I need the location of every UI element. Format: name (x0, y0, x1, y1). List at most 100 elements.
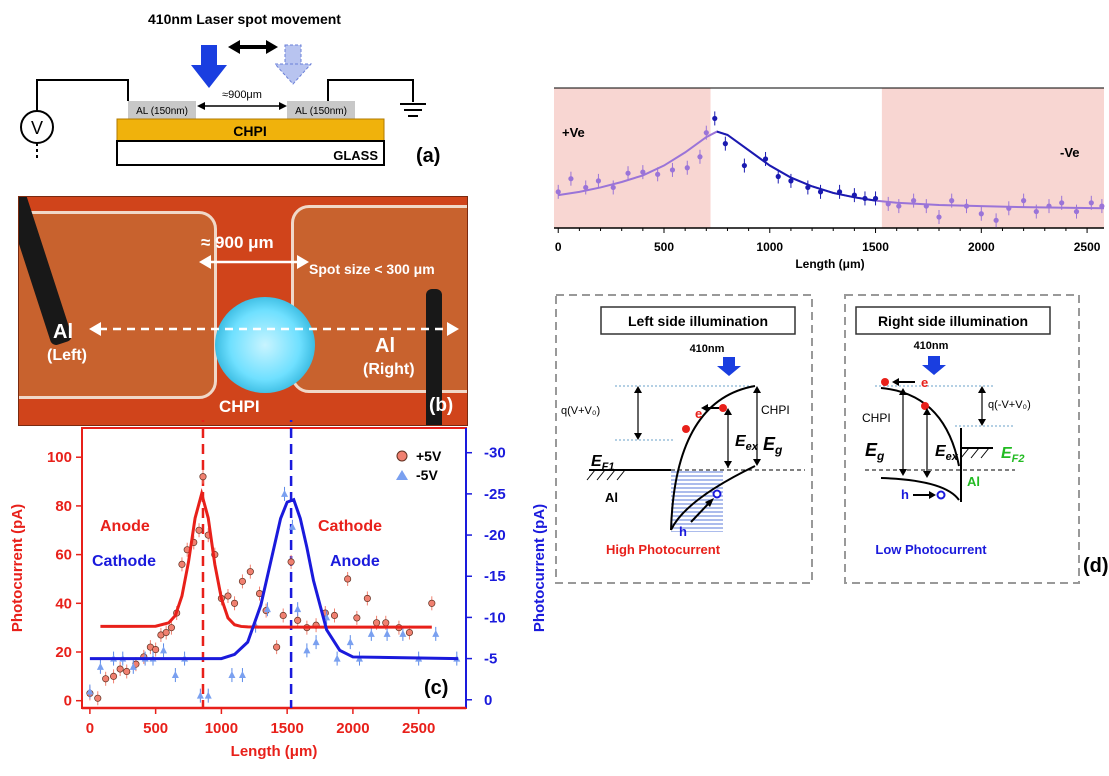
left-al-hatch (586, 469, 671, 481)
panel-b-micrograph: ≈ 900 μm Spot size < 300 μm Al (Left) Al… (18, 196, 468, 426)
data-point (583, 184, 589, 191)
data-point-plus5v (405, 628, 414, 637)
data-point (788, 178, 794, 184)
data-point (625, 170, 631, 176)
left-laser-arrow-icon (717, 357, 741, 376)
al-left-label: Al (53, 321, 73, 343)
data-point (640, 169, 646, 175)
right-hole-icon (936, 490, 946, 500)
right-illumination-box (844, 294, 1080, 584)
x-tick-label: 1000 (205, 720, 238, 737)
data-point-minus5v (238, 671, 246, 679)
data-point (775, 173, 781, 180)
data-point (655, 171, 661, 177)
y-tick-label: 40 (55, 595, 72, 612)
data-point-plus5v (178, 560, 186, 568)
chpi-film-label: CHPI (233, 123, 266, 139)
data-point (885, 201, 891, 207)
data-point (1099, 203, 1105, 209)
electrode-right-label: AL (150nm) (295, 106, 347, 117)
y-right-tick-label: -5 (484, 651, 497, 668)
data-point-minus5v (263, 605, 271, 613)
chpi-label: CHPI (219, 397, 260, 416)
y-tick-label: 80 (55, 498, 72, 515)
data-point (836, 189, 843, 195)
y-right-tick-label: -20 (484, 527, 506, 544)
data-point-plus5v (353, 614, 361, 622)
data-point (669, 167, 676, 173)
data-point-plus5v (382, 619, 390, 627)
data-point (993, 217, 999, 223)
data-point (1033, 208, 1039, 215)
right-valence-band (880, 477, 960, 501)
right-eg-arrow-icon (899, 388, 907, 476)
data-point-minus5v (96, 662, 104, 670)
y-right-tick-label: -30 (484, 445, 506, 462)
glass-label: GLASS (333, 148, 378, 163)
y-tick-label: 60 (55, 547, 72, 564)
spot-size-label: Spot size < 300 μm (309, 261, 435, 277)
data-point (741, 162, 747, 169)
data-point (805, 184, 811, 191)
right-box-title: Right side illumination (878, 313, 1028, 329)
left-eex-label: Eex (735, 433, 759, 453)
left-material-label: CHPI (761, 403, 790, 417)
data-point (595, 178, 602, 184)
fit-curve-plus5v (100, 487, 432, 629)
movement-arrow-icon (228, 40, 278, 54)
right-conduction-band (880, 387, 960, 467)
right-electron-label: e (921, 375, 928, 390)
y-tick-label: 100 (47, 449, 72, 466)
x-axis-label: Length (μm) (231, 743, 318, 760)
spacing-arrow-icon (197, 102, 287, 110)
data-point (1059, 200, 1065, 206)
data-point-minus5v (196, 691, 204, 699)
left-electron-icon (682, 425, 690, 433)
data-point-minus5v (383, 629, 391, 637)
right-wavelength: 410nm (914, 340, 949, 352)
data-point-plus5v (428, 599, 436, 607)
x-tick-label: 2500 (1074, 240, 1101, 254)
data-point-plus5v (102, 675, 110, 683)
top-right-chart: 0 500 1000 1500 2000 2500 Length (μm) +Ve -Ve (554, 87, 1105, 271)
data-point-plus5v (287, 558, 295, 566)
right-hole-arrow-icon (913, 491, 936, 499)
barrier-height-arrow-icon (634, 386, 642, 440)
glass-substrate (116, 140, 385, 166)
legend-label-plus5v: +5V (416, 448, 442, 464)
laser-arrow-ghost-icon (273, 44, 313, 85)
voltmeter-icon (20, 110, 54, 144)
panel-a-tag: (a) (416, 145, 440, 167)
x-tick-label: 1500 (270, 720, 303, 737)
legend-label-minus5v: -5V (416, 467, 438, 483)
left-result: High Photocurrent (606, 542, 721, 557)
cathode-label-left: Cathode (92, 553, 156, 570)
left-illumination-box (555, 294, 813, 584)
left-barrier-label: q(V+V₀) (561, 405, 600, 417)
data-point-minus5v (367, 629, 375, 637)
data-point-minus5v (281, 489, 289, 497)
data-point-plus5v (152, 646, 160, 654)
x-tick-label: 2000 (968, 240, 995, 254)
data-point-minus5v (129, 662, 137, 670)
x-axis-label: Length (μm) (795, 257, 864, 271)
data-point (911, 198, 917, 204)
left-electron-arrow-icon (701, 404, 719, 412)
probe-right (426, 289, 442, 425)
minus-ve-label: -Ve (1060, 145, 1080, 160)
data-point (1021, 198, 1027, 204)
data-point-plus5v (167, 624, 175, 632)
data-point-minus5v (432, 629, 440, 637)
data-point-minus5v (303, 646, 311, 654)
left-box-title: Left side illumination (628, 313, 768, 329)
data-point-minus5v (204, 691, 212, 699)
data-point-plus5v (294, 616, 302, 624)
legend-marker-plus5v (396, 450, 408, 462)
al-left-sub: (Left) (47, 347, 87, 364)
right-eg-label: Eg (865, 440, 885, 463)
left-hole-arrow-icon (690, 501, 711, 523)
x-tick-label: 2000 (336, 720, 369, 737)
spacing-arrow-icon (199, 255, 309, 269)
data-point-plus5v (199, 473, 207, 481)
